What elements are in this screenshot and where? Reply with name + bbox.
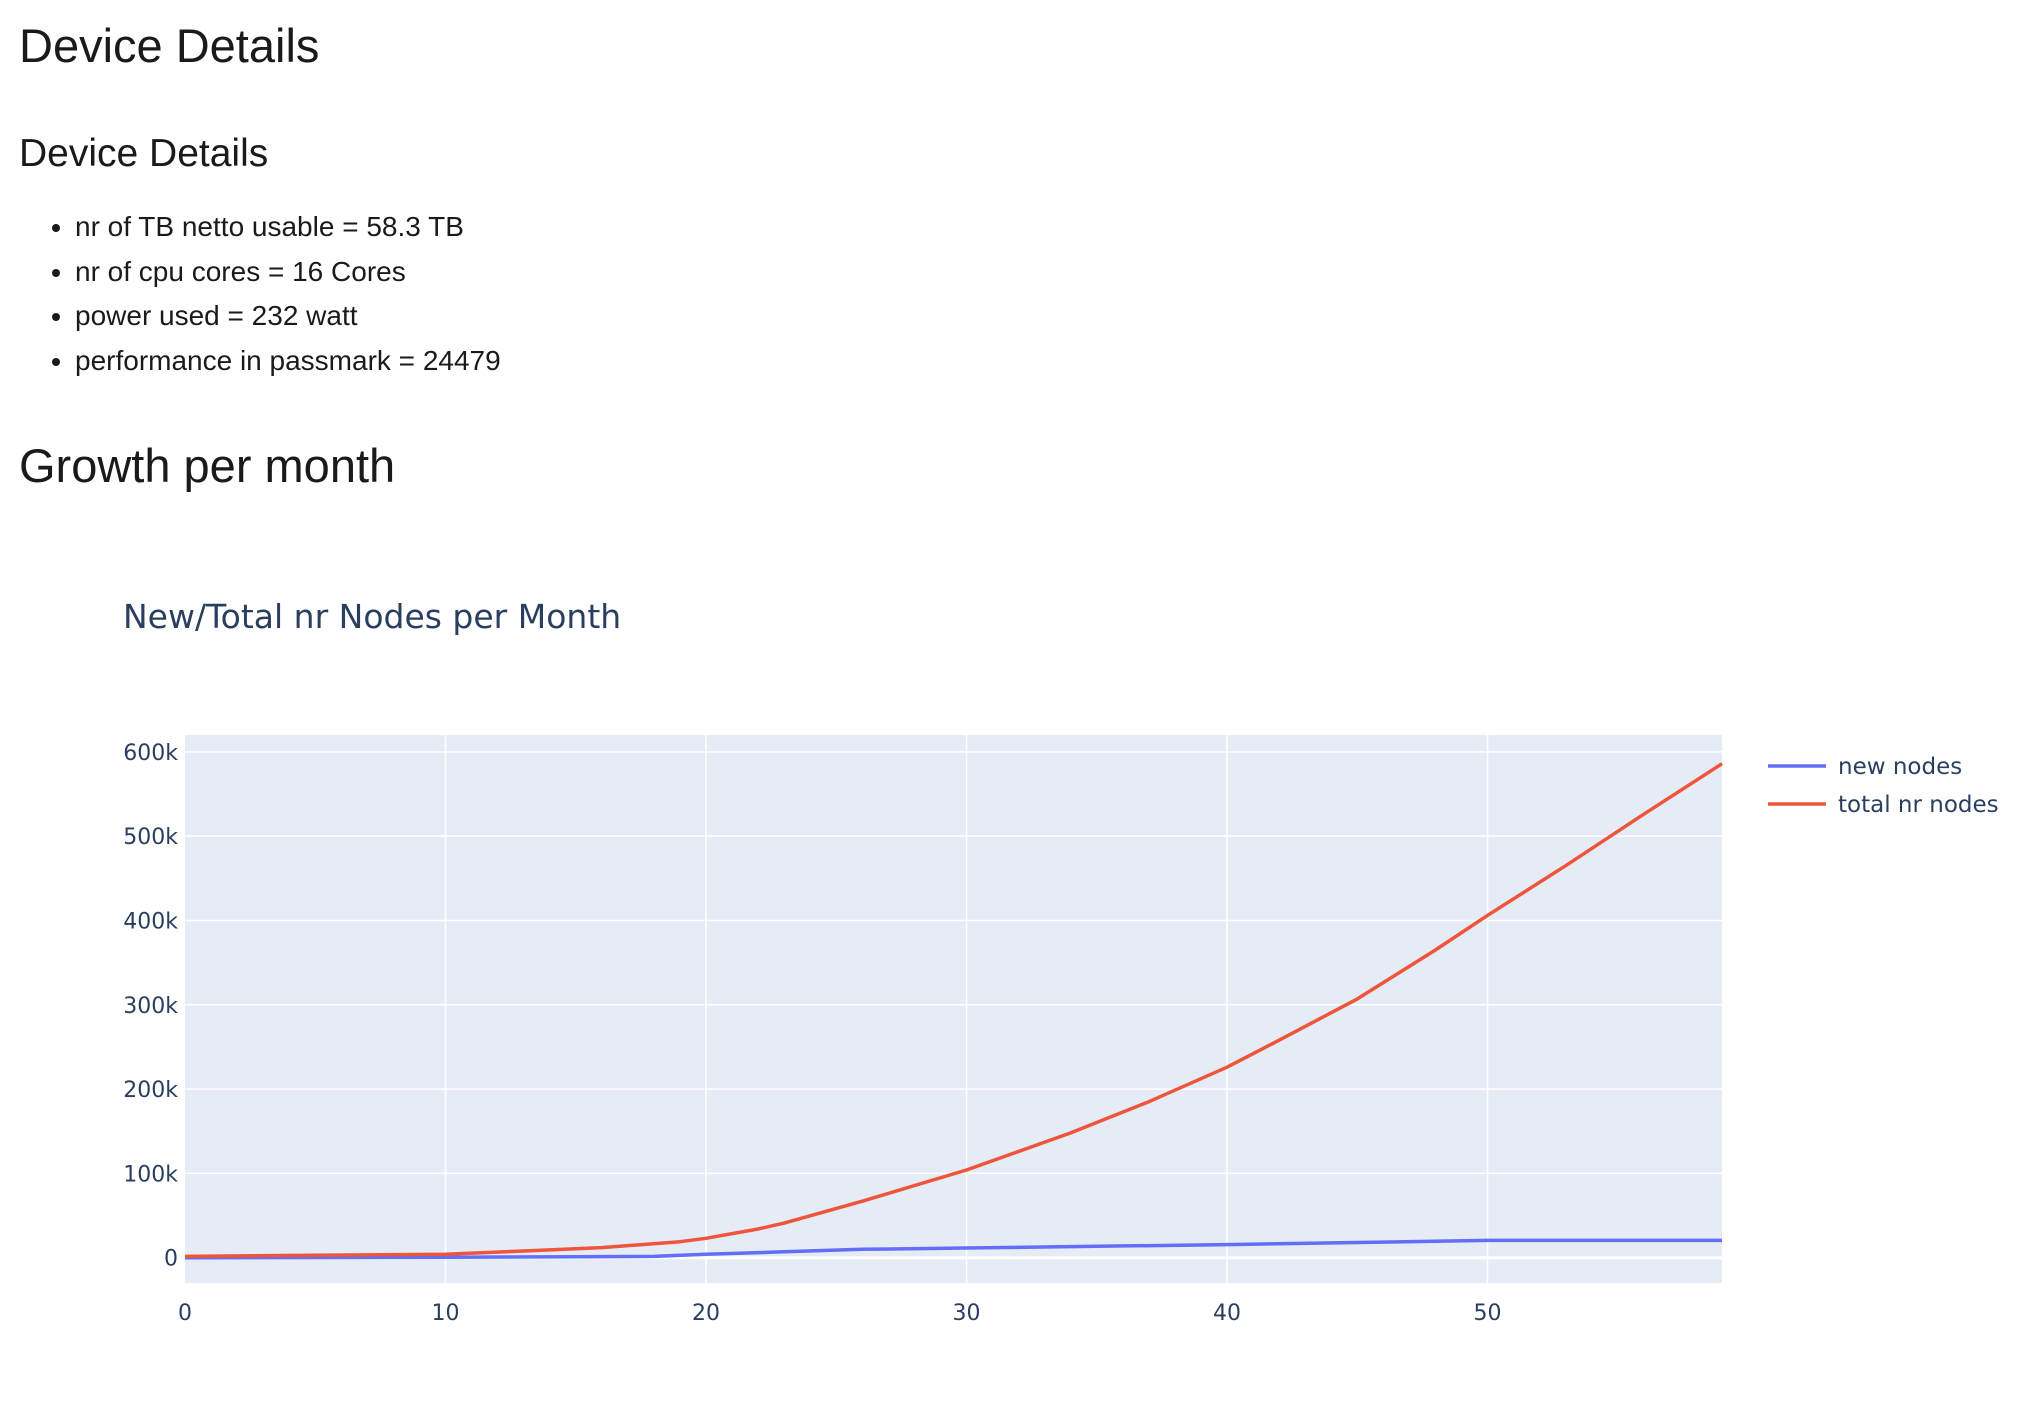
section-heading-device-details: Device Details	[19, 132, 269, 175]
series-line-total-nr-nodes	[184, 762, 1723, 1259]
detail-item-storage: nr of TB netto usable = 58.3 TB	[75, 205, 501, 250]
x-tick-label: 40	[1213, 1301, 1241, 1326]
y-axis-ticks: 0 100k 200k 300k 400k 500k 600k	[123, 741, 178, 1272]
series-lines	[184, 762, 1723, 1260]
y-tick-label: 100k	[123, 1162, 178, 1187]
device-details-list: nr of TB netto usable = 58.3 TB nr of cp…	[0, 205, 501, 383]
detail-item-power: power used = 232 watt	[75, 294, 501, 339]
x-tick-label: 10	[432, 1301, 460, 1326]
y-tick-label: 400k	[123, 909, 178, 934]
legend-item-total-nr-nodes[interactable]: total nr nodes	[1768, 792, 1999, 818]
plot-area	[185, 735, 1722, 1283]
y-tick-label: 500k	[123, 825, 178, 850]
y-tick-label: 600k	[123, 741, 178, 766]
legend-label: total nr nodes	[1838, 792, 1999, 818]
x-tick-label: 0	[178, 1301, 192, 1326]
page-title: Device Details	[19, 19, 320, 72]
x-tick-label: 50	[1474, 1301, 1502, 1326]
legend-label: new nodes	[1838, 754, 1962, 780]
y-tick-label: 200k	[123, 1078, 178, 1103]
y-tick-label: 0	[164, 1247, 178, 1272]
detail-item-performance: performance in passmark = 24479	[75, 339, 501, 384]
chart-title: New/Total nr Nodes per Month	[123, 597, 621, 636]
x-axis-ticks: 0 10 20 30 40 50	[178, 1301, 1502, 1326]
series-line-new-nodes	[184, 1238, 1722, 1260]
growth-chart: New/Total nr Nodes per Month 0 10 20 30 40 50…	[123, 597, 1999, 1326]
section-heading-growth: Growth per month	[19, 439, 396, 492]
x-tick-label: 30	[953, 1301, 981, 1326]
x-tick-label: 20	[692, 1301, 720, 1326]
legend-item-new-nodes[interactable]: new nodes	[1768, 754, 1962, 780]
legend[interactable]: new nodes total nr nodes	[1768, 754, 1999, 818]
detail-item-cpu: nr of cpu cores = 16 Cores	[75, 250, 501, 295]
y-tick-label: 300k	[123, 994, 178, 1019]
